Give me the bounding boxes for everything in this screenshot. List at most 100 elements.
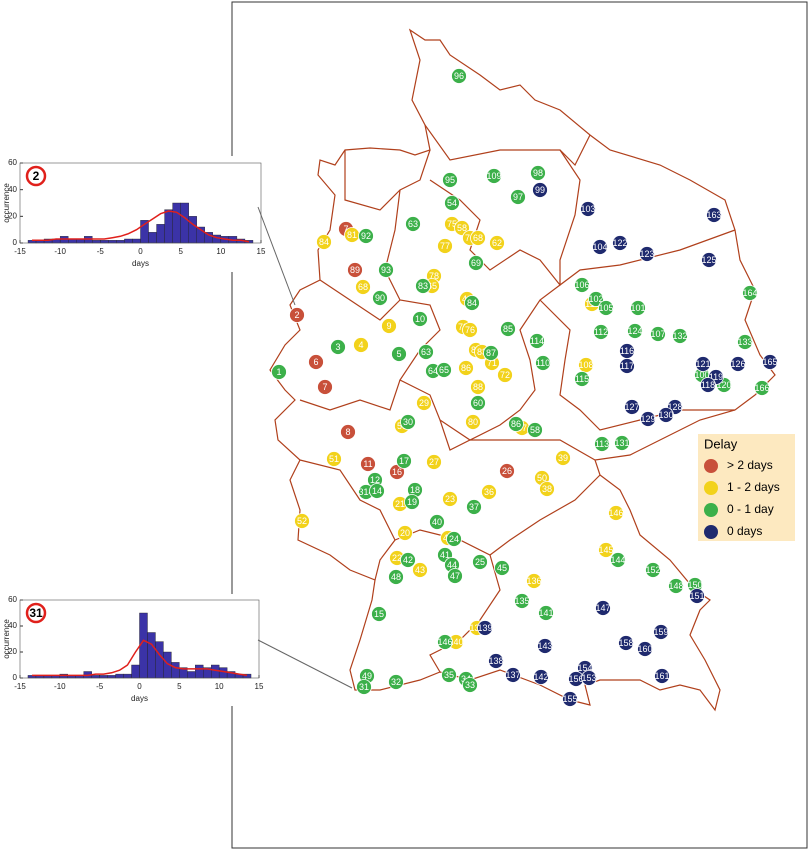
station: 84 (464, 295, 480, 311)
station: 33 (462, 677, 478, 693)
station: 68 (470, 230, 486, 246)
station-label: 45 (497, 563, 507, 573)
station-label: 15 (374, 609, 384, 619)
station-label: 88 (473, 382, 483, 392)
legend-label: 1 - 2 days (727, 480, 780, 494)
station-label: 39 (558, 453, 568, 463)
station-label: 84 (319, 237, 329, 247)
station-marker (451, 68, 467, 84)
x-axis-label: days (131, 694, 148, 703)
station-label: 128 (667, 402, 682, 412)
station-marker (598, 542, 614, 558)
station-label: 99 (535, 185, 545, 195)
station-marker (356, 679, 372, 695)
station-marker (465, 414, 481, 430)
station-marker (658, 407, 674, 423)
station-label: 48 (391, 572, 401, 582)
station-marker (532, 182, 548, 198)
station: 48 (388, 569, 404, 585)
bar (210, 664, 220, 679)
station: 19 (404, 494, 420, 510)
station: 9 (381, 318, 397, 334)
legend-label: 0 - 1 day (727, 502, 774, 516)
station-label: 145 (598, 545, 613, 555)
station: 106 (574, 277, 590, 293)
station: 32 (388, 674, 404, 690)
station-label: 147 (595, 603, 610, 613)
station-label: 80 (468, 417, 478, 427)
station: 148 (668, 578, 684, 594)
station: 14 (369, 483, 385, 499)
station-marker (486, 168, 502, 184)
station-marker (381, 318, 397, 334)
station-marker (355, 279, 371, 295)
station-marker (404, 494, 420, 510)
y-tick-label: 0 (13, 238, 18, 247)
bar (218, 667, 228, 679)
station: 129 (640, 411, 656, 427)
station-marker (483, 345, 499, 361)
station-label: 63 (408, 219, 418, 229)
station: 114 (529, 333, 545, 349)
station-label: 50 (537, 473, 547, 483)
station-marker (477, 620, 493, 636)
station-label: 6 (313, 357, 318, 367)
station: 107 (650, 326, 666, 342)
station-label: 33 (465, 680, 475, 690)
x-tick-label: 15 (255, 682, 264, 691)
station-label: 31 (359, 682, 369, 692)
station-label: 130 (658, 410, 673, 420)
station-label: 144 (610, 555, 625, 565)
station-marker (608, 505, 624, 521)
station: 97 (510, 189, 526, 205)
legend-label: > 2 days (727, 458, 773, 472)
station-label: 62 (492, 238, 502, 248)
station-label: 160 (637, 644, 652, 654)
station-label: 60 (473, 398, 483, 408)
y-tick-label: 60 (8, 595, 17, 604)
leader-line (257, 206, 296, 306)
station-label: 90 (375, 293, 385, 303)
bar (187, 671, 196, 679)
state-border (559, 149, 736, 287)
station-label: 52 (297, 516, 307, 526)
station-marker (535, 355, 551, 371)
station-label: 17 (399, 456, 409, 466)
state-border (384, 179, 561, 441)
station: 87 (483, 345, 499, 361)
station-marker (650, 326, 666, 342)
station: 54 (444, 195, 460, 211)
station: 131 (614, 435, 630, 451)
station-label: 121 (695, 359, 710, 369)
station-label: 154 (577, 663, 592, 673)
station-label: 114 (530, 336, 544, 346)
station-marker (330, 339, 346, 355)
station-marker (316, 234, 332, 250)
legend-marker (704, 481, 718, 495)
station: 35 (441, 667, 457, 683)
station-marker (574, 371, 590, 387)
station-label: 96 (454, 71, 464, 81)
bar (99, 675, 108, 679)
legend: Delay > 2 days 1 - 2 days 0 - 1 day 0 days (698, 434, 795, 541)
station-marker (371, 606, 387, 622)
station: 18 (407, 482, 423, 498)
station: 43 (412, 562, 428, 578)
station-label: 109 (486, 171, 501, 181)
station: 117 (619, 358, 635, 374)
station: 121 (695, 356, 711, 372)
station: 141 (538, 605, 554, 621)
station-label: 113 (595, 439, 609, 449)
station: 133 (737, 334, 753, 350)
station-marker (360, 456, 376, 472)
station: 105 (598, 300, 614, 316)
station-marker (436, 362, 452, 378)
station-marker (630, 300, 646, 316)
station: 93 (378, 262, 394, 278)
station-label: 163 (706, 210, 721, 220)
station-label: 137 (505, 670, 520, 680)
station-label: 25 (475, 557, 485, 567)
station-marker (645, 562, 661, 578)
y-tick-label: 20 (8, 211, 17, 220)
bar (171, 662, 180, 679)
